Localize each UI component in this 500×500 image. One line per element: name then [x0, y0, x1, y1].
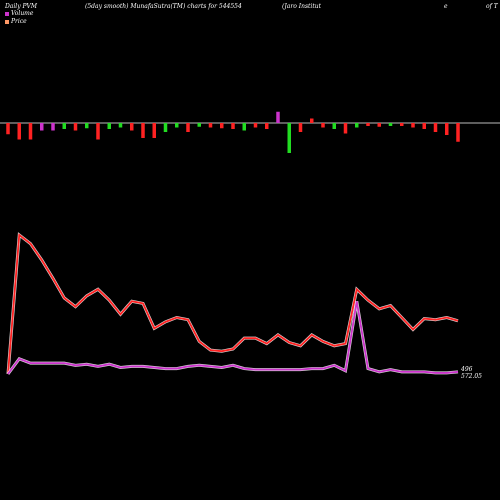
- volume-bar: [287, 123, 291, 153]
- volume-bar: [130, 123, 134, 131]
- volume-bar: [220, 123, 224, 129]
- volume-bar: [186, 123, 190, 132]
- series-line-price: [7, 233, 459, 375]
- price-volume-lines: [6, 232, 459, 375]
- chart-title-right: (Jaro Institut: [282, 3, 322, 10]
- volume-bar: [332, 123, 336, 129]
- volume-bar: [400, 123, 404, 126]
- volume-bar: [276, 111, 280, 123]
- volume-bar: [321, 123, 325, 128]
- volume-bar: [355, 123, 359, 128]
- series-line-volume: [7, 301, 459, 375]
- volume-bar: [231, 123, 235, 129]
- volume-bar: [298, 123, 303, 132]
- volume-bars: [6, 111, 460, 153]
- volume-bar: [17, 123, 21, 140]
- chart-title-right-2: e: [444, 3, 448, 10]
- volume-bar: [253, 123, 258, 128]
- volume-bar: [197, 123, 201, 127]
- volume-bar: [310, 118, 314, 123]
- chart-title-middle: (5day smooth) MunafaSutra(TM) charts for…: [85, 3, 242, 10]
- volume-bar: [141, 123, 145, 138]
- volume-bar: [73, 123, 78, 131]
- volume-bar: [242, 123, 246, 131]
- volume-bar: [6, 123, 10, 135]
- chart-title-left: Daily PVM: [5, 3, 38, 10]
- end-label-price: 572.05: [461, 373, 482, 380]
- volume-bar: [208, 123, 213, 128]
- series-line-volume-outline: [6, 300, 459, 375]
- end-label-volume: 496: [461, 366, 473, 373]
- volume-bar: [163, 123, 168, 132]
- volume-bar: [175, 123, 179, 128]
- legend-swatch-volume: [5, 11, 9, 16]
- chart-title-right-3: of T: [486, 3, 498, 10]
- legend-item-volume: Volume: [5, 10, 33, 17]
- volume-bar: [265, 123, 269, 129]
- volume-bar: [433, 123, 438, 132]
- volume-bar: [377, 123, 381, 127]
- volume-bar: [28, 123, 33, 140]
- volume-bar: [107, 123, 111, 129]
- volume-bar: [456, 123, 460, 142]
- volume-bar: [118, 123, 123, 128]
- volume-bar: [51, 123, 55, 131]
- legend-label-price: Price: [11, 18, 27, 25]
- volume-bar: [388, 123, 393, 126]
- volume-bar: [40, 123, 44, 131]
- volume-bar: [343, 123, 348, 134]
- legend-swatch-price: [5, 19, 9, 24]
- volume-bar: [152, 123, 156, 138]
- volume-bar: [62, 123, 66, 129]
- volume-bar: [85, 123, 89, 129]
- volume-bar: [96, 123, 100, 140]
- volume-bar: [422, 123, 426, 129]
- legend-label-volume: Volume: [11, 10, 34, 17]
- legend-item-price: Price: [5, 18, 27, 25]
- volume-bar: [366, 123, 370, 126]
- series-line-price-outline: [6, 232, 459, 375]
- volume-bar: [411, 123, 415, 128]
- volume-bar: [445, 123, 449, 135]
